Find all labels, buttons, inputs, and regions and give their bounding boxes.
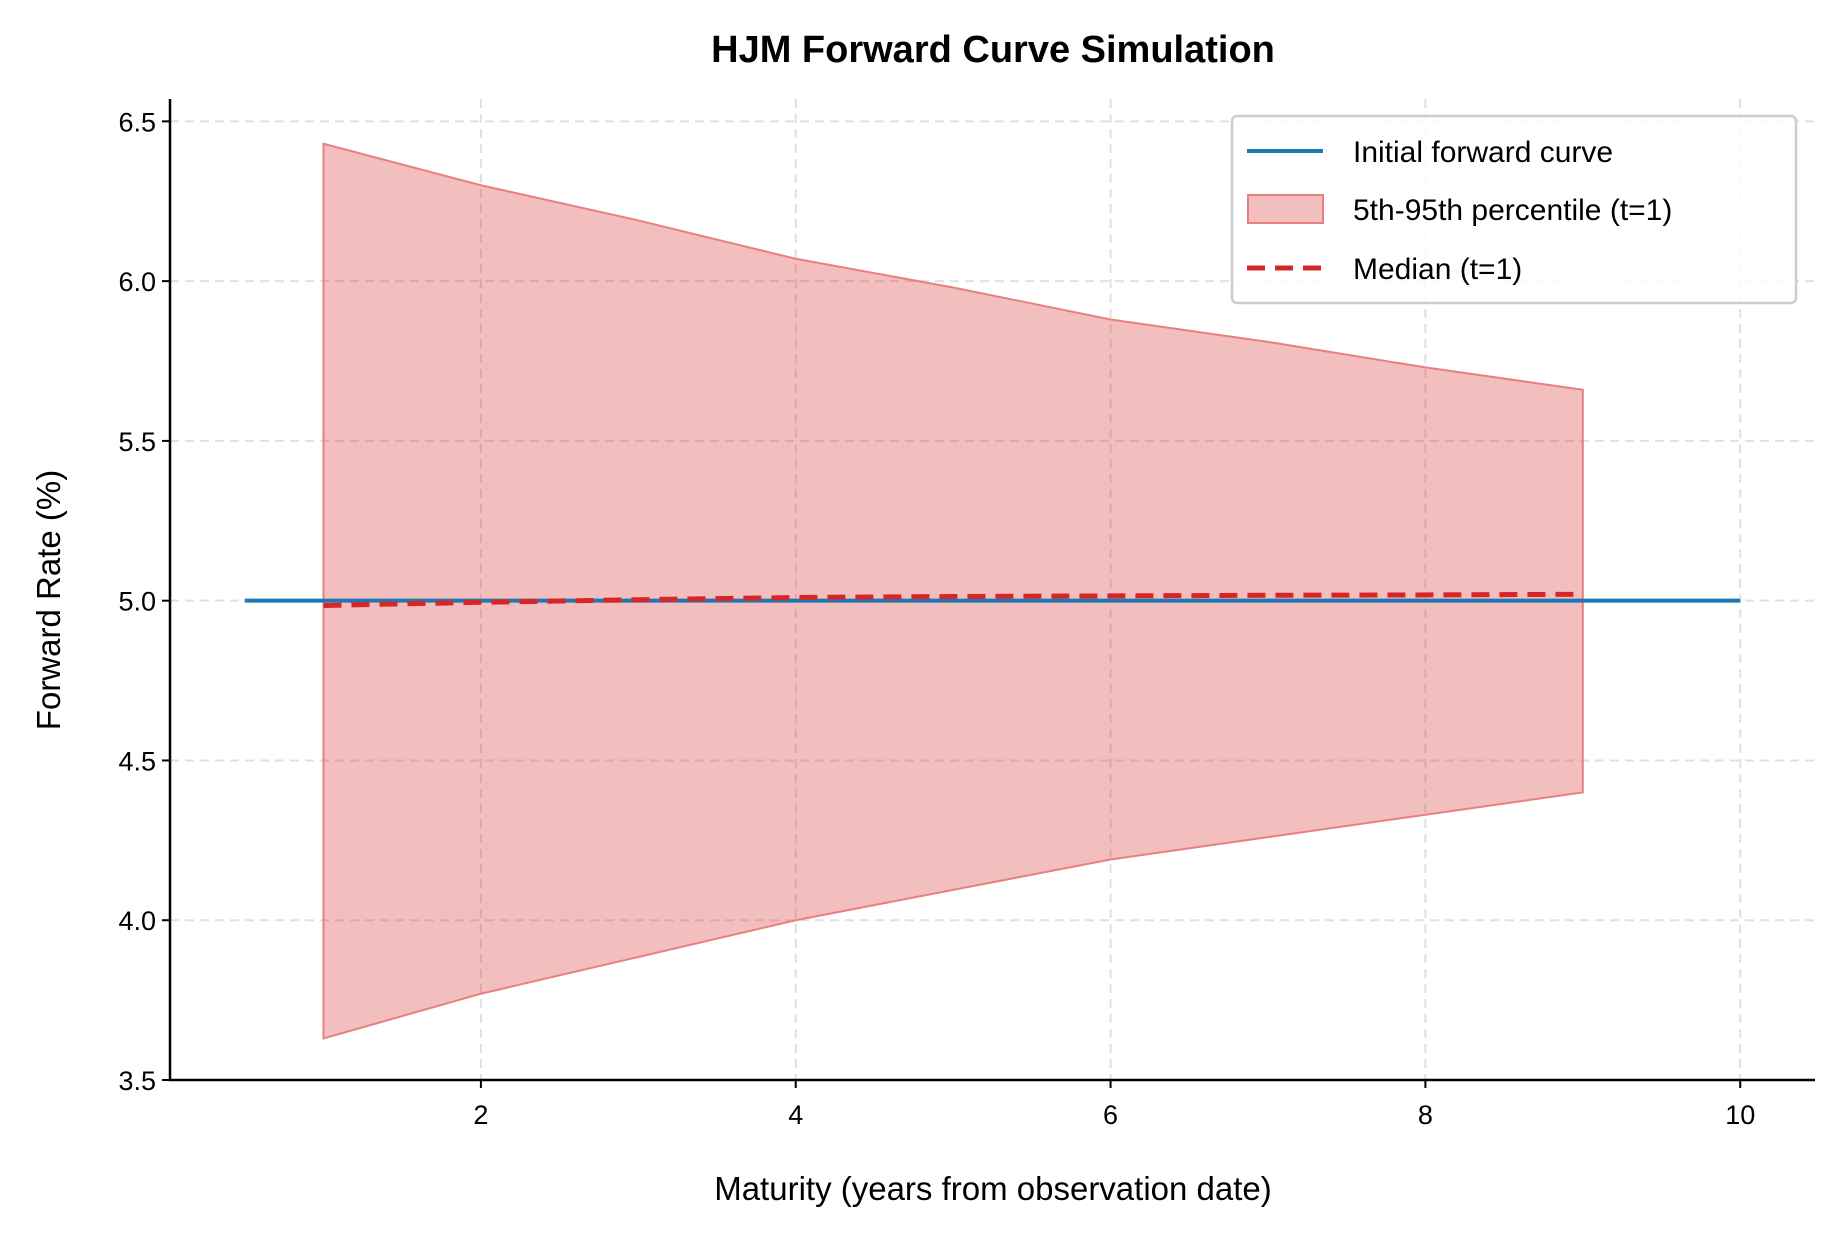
y-axis-label: Forward Rate (%) — [30, 470, 67, 730]
legend-label-initial-curve: Initial forward curve — [1353, 136, 1613, 169]
y-tick-label: 4.5 — [118, 746, 156, 776]
y-tick-label: 4.0 — [118, 906, 156, 936]
percentile-band — [322, 142, 1584, 1040]
y-tick-label: 6.0 — [118, 267, 156, 297]
y-tick-label: 6.5 — [118, 107, 156, 137]
legend-label-percentile-band: 5th-95th percentile (t=1) — [1353, 194, 1672, 227]
axes: 2 4 6 8 10 3.5 4.0 4.5 5.0 5.5 6.0 6.5 — [118, 99, 1815, 1130]
x-tick-label: 10 — [1725, 1100, 1755, 1130]
y-tick-label: 5.5 — [118, 427, 156, 457]
legend-handle-percentile-band — [1247, 194, 1324, 224]
legend-frame — [1230, 114, 1798, 305]
x-tick-label: 8 — [1418, 1100, 1433, 1130]
legend: Initial forward curve 5th-95th percentil… — [1230, 114, 1798, 305]
plot-area — [244, 142, 1741, 1040]
chart-title: HJM Forward Curve Simulation — [711, 29, 1275, 71]
x-tick-label: 6 — [1103, 1100, 1118, 1130]
legend-label-median: Median (t=1) — [1353, 253, 1522, 286]
x-tick-label: 4 — [788, 1100, 803, 1130]
x-tick-label: 2 — [473, 1100, 488, 1130]
median-line — [323, 591, 1583, 608]
y-tick-label: 3.5 — [118, 1066, 156, 1096]
x-axis-label: Maturity (years from observation date) — [714, 1170, 1272, 1207]
y-tick-label: 5.0 — [118, 587, 156, 617]
